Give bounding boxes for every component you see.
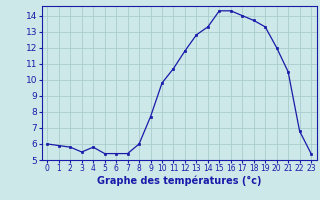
X-axis label: Graphe des températures (°c): Graphe des températures (°c) bbox=[97, 176, 261, 186]
